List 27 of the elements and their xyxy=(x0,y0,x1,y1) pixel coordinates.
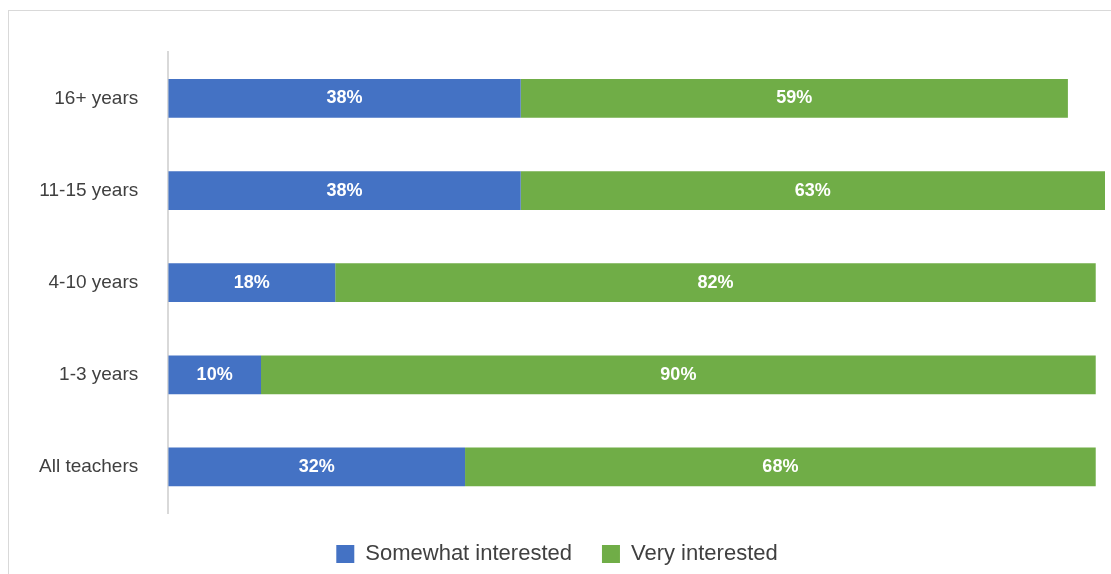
data-label: 68% xyxy=(762,455,799,476)
data-label: 90% xyxy=(660,363,697,384)
legend-label: Very interested xyxy=(630,540,778,566)
bar xyxy=(520,171,1105,210)
data-label: 82% xyxy=(697,271,734,292)
bar xyxy=(520,79,1068,118)
data-label: 38% xyxy=(326,179,363,200)
data-label: 10% xyxy=(196,363,233,384)
data-label: 59% xyxy=(776,87,813,108)
bar xyxy=(168,263,336,303)
y-tick-label: 16+ years xyxy=(54,86,139,108)
bar xyxy=(261,355,1096,395)
bar xyxy=(465,447,1096,487)
data-label: 38% xyxy=(326,87,363,108)
bar xyxy=(168,79,521,118)
bar xyxy=(168,171,521,210)
y-tick-label: All teachers xyxy=(38,455,139,477)
data-label: 18% xyxy=(233,271,270,292)
data-label: 63% xyxy=(794,179,831,200)
y-tick-label: 4-10 years xyxy=(48,270,139,292)
legend-label: Somewhat interested xyxy=(365,540,572,566)
bar xyxy=(168,447,466,487)
bar xyxy=(168,355,262,395)
y-tick-label: 1-3 years xyxy=(59,363,139,385)
y-tick-label: 11-15 years xyxy=(39,178,139,200)
bar xyxy=(335,263,1096,303)
data-label: 32% xyxy=(298,455,335,476)
